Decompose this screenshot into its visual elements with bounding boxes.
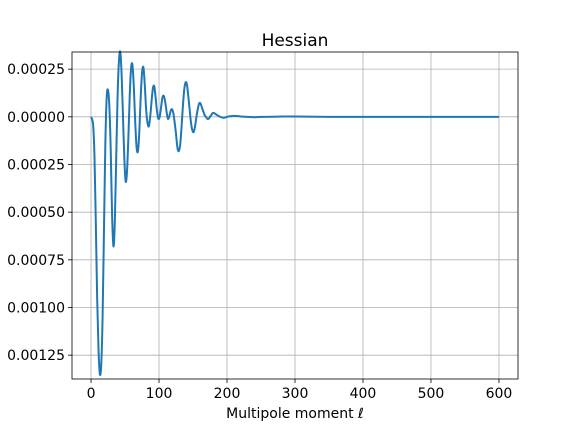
x-axis: 0 100 200 300 400 500 600 [87, 379, 513, 402]
y-tick-label: 0.00025 [7, 157, 65, 173]
x-tick-label: 200 [214, 386, 241, 402]
y-axis: 0.00025 0.00000 0.00025 0.00050 0.00075 0.001… [7, 62, 72, 364]
chart-title: Hessian [262, 31, 329, 51]
x-tick-label: 500 [418, 386, 445, 402]
y-tick-label: 0.00125 [7, 348, 65, 364]
plot-frame [71, 51, 519, 380]
y-tick-label: 0.00100 [7, 300, 65, 316]
y-tick-label: 0.00000 [7, 110, 65, 126]
x-tick-label: 0 [87, 386, 96, 402]
hessian-series-line [90, 50, 499, 377]
plot-series [90, 50, 499, 377]
y-tick-label: 0.00025 [7, 62, 65, 78]
x-tick-label: 300 [282, 386, 309, 402]
x-tick-label: 100 [146, 386, 173, 402]
x-tick-label: 600 [486, 386, 513, 402]
grid-lines [72, 52, 518, 379]
x-axis-label: Multipole moment ℓ [226, 406, 364, 422]
y-tick-label: 0.00075 [7, 253, 65, 269]
x-tick-label: 400 [350, 386, 377, 402]
y-tick-label: 0.00050 [7, 205, 65, 221]
